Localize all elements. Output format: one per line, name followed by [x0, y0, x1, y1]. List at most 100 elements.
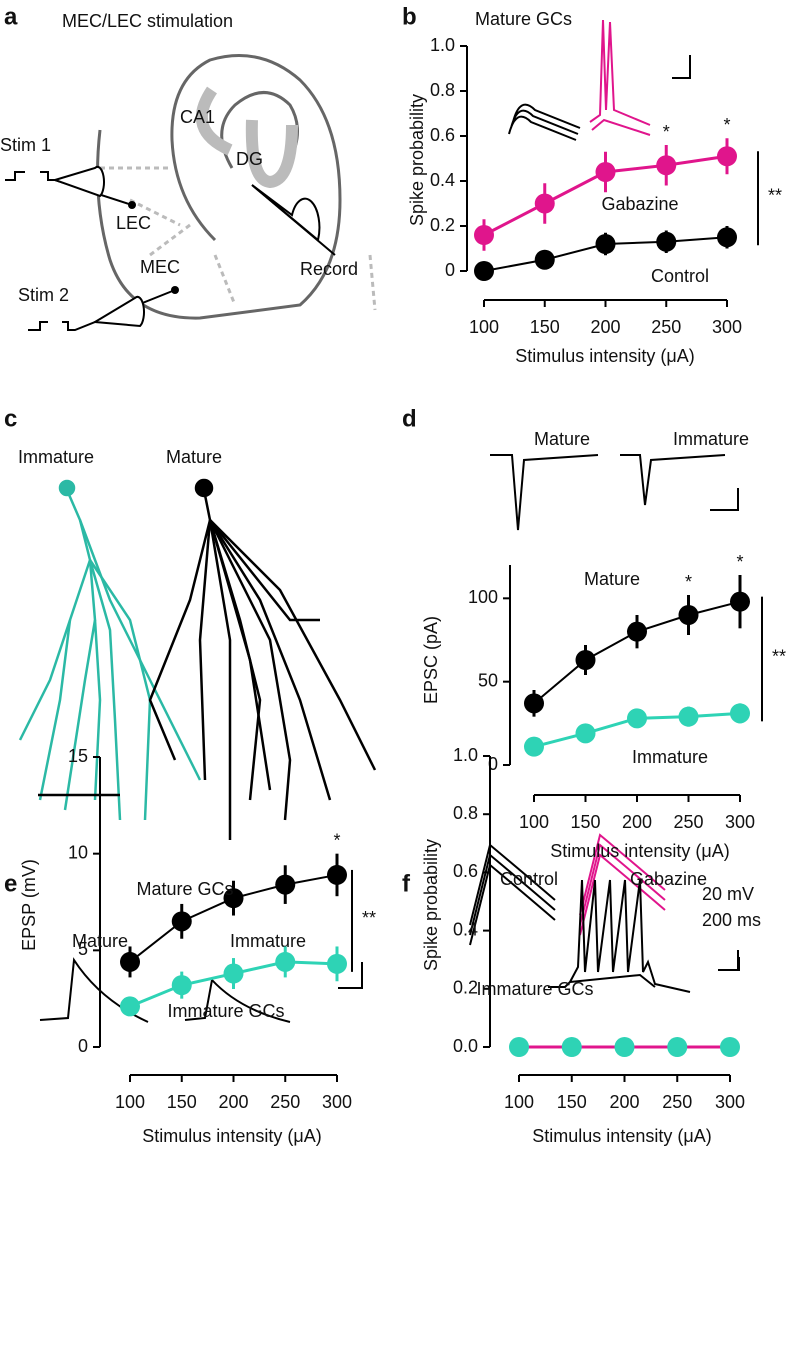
marker: [474, 261, 494, 281]
series-name: Immature GCs: [167, 1001, 284, 1021]
neuron-traces: [18, 478, 377, 840]
panel-label: e: [4, 870, 17, 897]
comparison-label: **: [772, 646, 786, 666]
x-tick-label: 100: [115, 1092, 145, 1112]
x-axis-label: Stimulus intensity (μA): [515, 346, 694, 366]
y-tick-label: 0.2: [453, 978, 478, 998]
x-tick-label: 200: [609, 1092, 639, 1112]
marker: [275, 951, 296, 972]
marker: [171, 975, 192, 996]
diagram-label: LEC: [116, 213, 151, 233]
marker: [656, 231, 677, 252]
marker: [717, 227, 737, 248]
trace-label: Mature: [72, 931, 128, 951]
y-tick-label: 0: [78, 1036, 88, 1056]
diagram-label: Stim 1: [0, 135, 51, 155]
y-tick-label: 0.4: [430, 170, 455, 190]
marker: [595, 162, 616, 182]
series-name: Immature: [632, 747, 708, 767]
x-tick-label: 100: [519, 812, 549, 832]
x-tick-label: 300: [712, 317, 742, 337]
x-tick-label: 250: [662, 1092, 692, 1112]
y-tick-label: 0.8: [430, 80, 455, 100]
neuron-label: Mature: [166, 447, 222, 467]
y-tick-label: 10: [68, 842, 88, 862]
trace-label: Immature: [673, 429, 749, 449]
series-name: Gabazine: [601, 194, 678, 214]
x-tick-label: 200: [590, 317, 620, 337]
series-name: Control: [651, 266, 709, 286]
trace-label: 200 ms: [702, 910, 761, 930]
x-tick-label: 250: [651, 317, 681, 337]
chart-title: Mature GCs: [475, 9, 572, 29]
x-axis-label: Stimulus intensity (μA): [532, 1126, 711, 1146]
marker: [627, 621, 647, 642]
marker: [720, 1037, 740, 1057]
y-tick-label: 0.4: [453, 919, 478, 939]
marker: [524, 693, 544, 714]
x-tick-label: 100: [469, 317, 499, 337]
marker: [575, 723, 596, 744]
y-tick-label: 0.6: [430, 125, 455, 145]
y-tick-label: 0.6: [453, 861, 478, 881]
y-axis-label: Spike probability: [421, 839, 441, 971]
marker: [474, 225, 494, 245]
x-tick-label: 200: [622, 812, 652, 832]
x-tick-label: 100: [504, 1092, 534, 1112]
x-tick-label: 150: [570, 812, 600, 832]
diagram-label: Record: [300, 259, 358, 279]
diagram-title: MEC/LEC stimulation: [62, 11, 233, 31]
x-tick-label: 250: [270, 1092, 300, 1112]
marker: [595, 234, 616, 254]
marker: [223, 888, 244, 909]
y-tick-label: 5: [78, 939, 88, 959]
example-traces: [39, 19, 740, 1023]
y-tick-label: 15: [68, 746, 88, 766]
diagram-label: MEC: [140, 257, 180, 277]
y-axis-label: Spike probability: [407, 94, 427, 226]
marker: [223, 963, 244, 984]
diagram-label: CA1: [180, 107, 215, 127]
y-tick-label: 1.0: [453, 745, 478, 765]
comparison-label: **: [768, 186, 782, 206]
marker: [575, 650, 596, 670]
marker: [534, 249, 555, 270]
trace-label: Control: [500, 869, 558, 889]
marker: [120, 951, 140, 972]
diagram-label: DG: [236, 149, 263, 169]
significance-mark: *: [723, 115, 730, 135]
x-tick-label: 150: [530, 317, 560, 337]
marker: [656, 155, 677, 176]
marker: [627, 708, 647, 729]
panel-label: f: [402, 870, 411, 897]
marker: [667, 1037, 688, 1057]
trace-label: 20 mV: [702, 884, 754, 904]
x-tick-label: 300: [725, 812, 755, 832]
x-tick-label: 150: [557, 1092, 587, 1112]
x-tick-label: 300: [322, 1092, 352, 1112]
marker: [120, 996, 140, 1017]
y-tick-label: 0: [488, 754, 498, 774]
significance-mark: *: [736, 552, 743, 572]
y-tick-label: 1.0: [430, 35, 455, 55]
y-tick-label: 0: [445, 260, 455, 280]
marker: [561, 1037, 582, 1057]
marker: [275, 874, 296, 895]
significance-mark: *: [685, 572, 692, 592]
marker: [730, 591, 750, 612]
marker: [730, 703, 750, 724]
trace-label: Gabazine: [630, 869, 707, 889]
y-tick-label: 0.2: [430, 215, 455, 235]
x-tick-label: 150: [167, 1092, 197, 1112]
trace-label: Immature: [230, 931, 306, 951]
x-tick-label: 300: [715, 1092, 745, 1112]
series-name: Mature GCs: [136, 879, 233, 899]
y-tick-label: 0.0: [453, 1036, 478, 1056]
neuron-label: Immature: [18, 447, 94, 467]
y-tick-label: 100: [468, 587, 498, 607]
panel-label: c: [4, 405, 17, 432]
comparison-label: **: [362, 908, 376, 928]
diagram-label: Stim 2: [18, 285, 69, 305]
marker: [327, 953, 347, 974]
diagram: [5, 54, 377, 331]
